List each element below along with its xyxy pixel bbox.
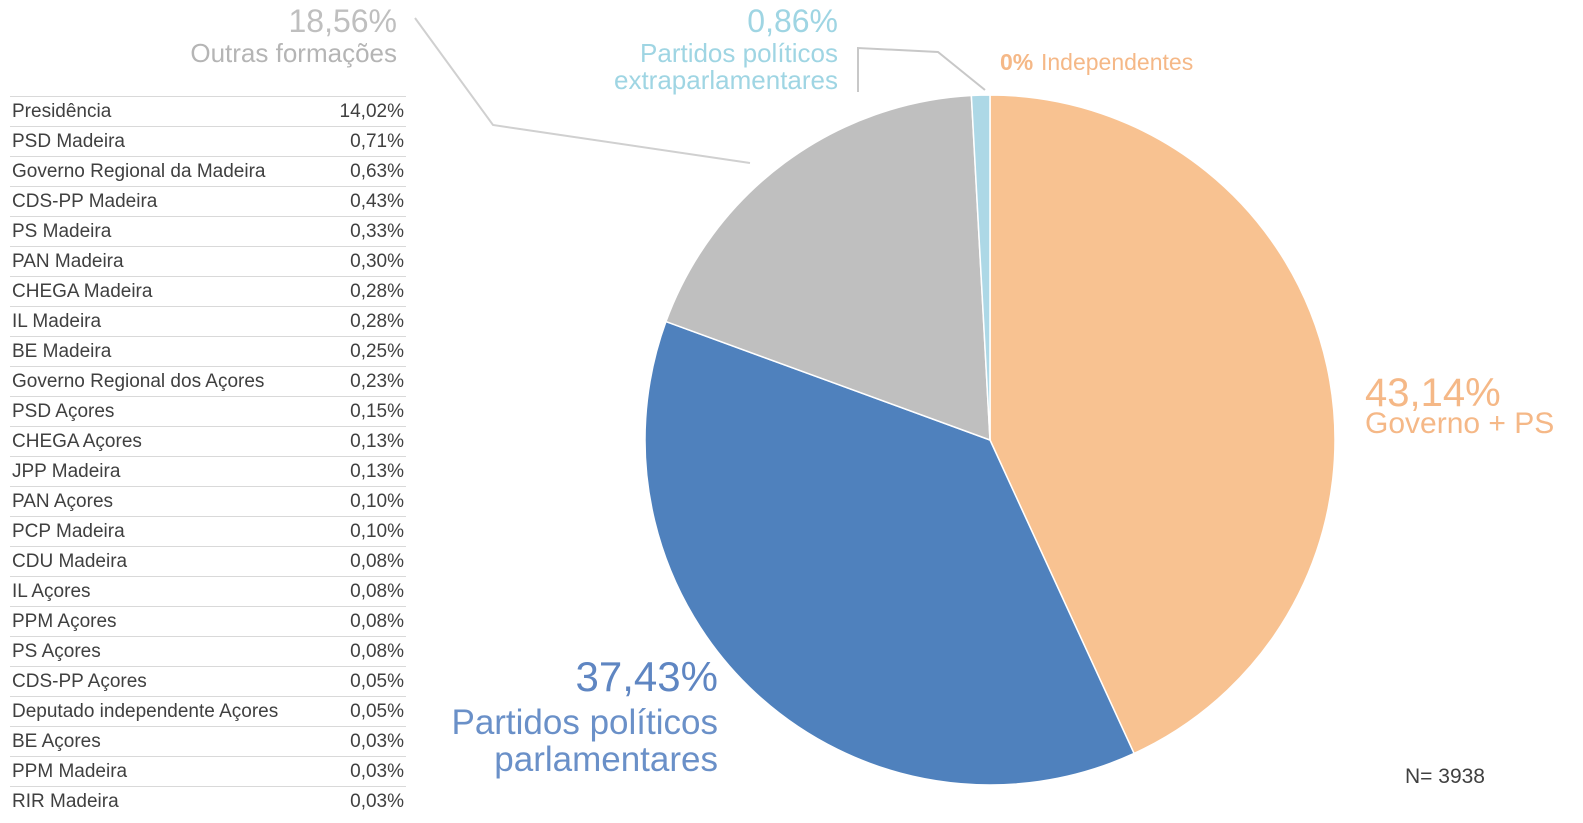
row-value: 0,05% (325, 696, 406, 727)
annotation: N= 3938 (1405, 765, 1485, 788)
table-row: Governo Regional dos Açores 0,23% (10, 366, 406, 397)
row-value: 0,30% (325, 246, 406, 277)
row-value: 0,13% (325, 426, 406, 457)
slice-value-label: 37,43% (575, 653, 718, 700)
pie-slice (970, 94, 991, 441)
table-row: BE Açores 0,03% (10, 726, 406, 757)
table-row: PCP Madeira 0,10% (10, 516, 406, 547)
row-value: 0,08% (325, 606, 406, 637)
table-row: PAN Madeira 0,30% (10, 246, 406, 277)
row-name: IL Madeira (10, 306, 326, 337)
row-value: 0,10% (325, 486, 406, 517)
table-row: PSD Açores 0,15% (10, 396, 406, 427)
row-name: Governo Regional da Madeira (10, 156, 326, 187)
row-name: PAN Açores (10, 486, 326, 517)
row-value: 0,03% (325, 786, 406, 816)
row-name: RIR Madeira (10, 786, 326, 816)
slice-value-label: 43,14% (1365, 371, 1501, 415)
row-name: PPM Açores (10, 606, 326, 637)
slice-value-label: 18,56% (288, 3, 397, 39)
slice-name-label: Partidos políticos parlamentares (451, 703, 718, 779)
leader-line (857, 46, 986, 92)
row-value: 0,28% (325, 306, 406, 337)
row-name: PAN Madeira (10, 246, 326, 277)
table-row: IL Açores 0,08% (10, 576, 406, 607)
row-name: BE Madeira (10, 336, 326, 367)
pie-slice (644, 320, 1136, 786)
row-name: CHEGA Madeira (10, 276, 326, 307)
row-value: 0,08% (325, 546, 406, 577)
row-name: JPP Madeira (10, 456, 326, 487)
table-row: CHEGA Madeira 0,28% (10, 276, 406, 307)
pie-slice (665, 94, 991, 442)
row-name: CDU Madeira (10, 546, 326, 577)
slice-name-label: Governo + PS (1365, 407, 1555, 440)
row-value: 0,33% (325, 216, 406, 247)
slice-name-label: Independentes (1041, 49, 1194, 75)
table-row: PS Madeira 0,33% (10, 216, 406, 247)
row-value: 0,28% (325, 276, 406, 307)
row-value: 0,08% (325, 636, 406, 667)
row-value: 0,71% (325, 126, 406, 157)
table-row: CHEGA Açores 0,13% (10, 426, 406, 457)
row-name: Deputado independente Açores (10, 696, 326, 727)
table-row: CDS-PP Madeira 0,43% (10, 186, 406, 217)
row-value: 0,08% (325, 576, 406, 607)
row-name: PS Açores (10, 636, 326, 667)
pie-slice (989, 94, 1336, 755)
row-name: PS Madeira (10, 216, 326, 247)
table-row: PPM Madeira 0,03% (10, 756, 406, 787)
table-row: CDS-PP Açores 0,05% (10, 666, 406, 697)
table-row: Deputado independente Açores 0,05% (10, 696, 406, 727)
row-name: CDS-PP Açores (10, 666, 326, 697)
row-name: PSD Açores (10, 396, 326, 427)
row-name: Governo Regional dos Açores (10, 366, 326, 397)
row-value: 0,10% (325, 516, 406, 547)
row-value: 0,15% (325, 396, 406, 427)
slice-name-label: Partidos políticos extraparlamentares (614, 38, 838, 96)
table-row: PAN Açores 0,10% (10, 486, 406, 517)
row-value: 0,05% (325, 666, 406, 697)
row-name: PSD Madeira (10, 126, 326, 157)
slice-value-label: 0% (1000, 49, 1034, 75)
table-row: BE Madeira 0,25% (10, 336, 406, 367)
breakdown-table: Presidência 14,02% PSD Madeira 0,71% Governo… (10, 96, 406, 816)
slice-value-label: 0,86% (747, 3, 838, 39)
row-name: IL Açores (10, 576, 326, 607)
row-name: BE Açores (10, 726, 326, 757)
table-row: Presidência 14,02% (10, 96, 406, 127)
table-row: RIR Madeira 0,03% (10, 786, 406, 816)
row-name: CHEGA Açores (10, 426, 326, 457)
row-value: 0,13% (325, 456, 406, 487)
table-row: IL Madeira 0,28% (10, 306, 406, 337)
table-row: PPM Açores 0,08% (10, 606, 406, 637)
row-value: 0,03% (325, 726, 406, 757)
row-name: PCP Madeira (10, 516, 326, 547)
row-value: 0,23% (325, 366, 406, 397)
leader-line (414, 17, 751, 164)
row-value: 0,03% (325, 756, 406, 787)
slice-name-label: Outras formações (190, 38, 397, 68)
row-value: 14,02% (325, 96, 406, 127)
row-name: PPM Madeira (10, 756, 326, 787)
table-row: PS Açores 0,08% (10, 636, 406, 667)
row-name: CDS-PP Madeira (10, 186, 326, 217)
table-row: JPP Madeira 0,13% (10, 456, 406, 487)
row-value: 0,25% (325, 336, 406, 367)
table-row: PSD Madeira 0,71% (10, 126, 406, 157)
row-value: 0,43% (325, 186, 406, 217)
table-row: CDU Madeira 0,08% (10, 546, 406, 577)
row-value: 0,63% (325, 156, 406, 187)
row-name: Presidência (10, 96, 326, 127)
table-row: Governo Regional da Madeira 0,63% (10, 156, 406, 187)
